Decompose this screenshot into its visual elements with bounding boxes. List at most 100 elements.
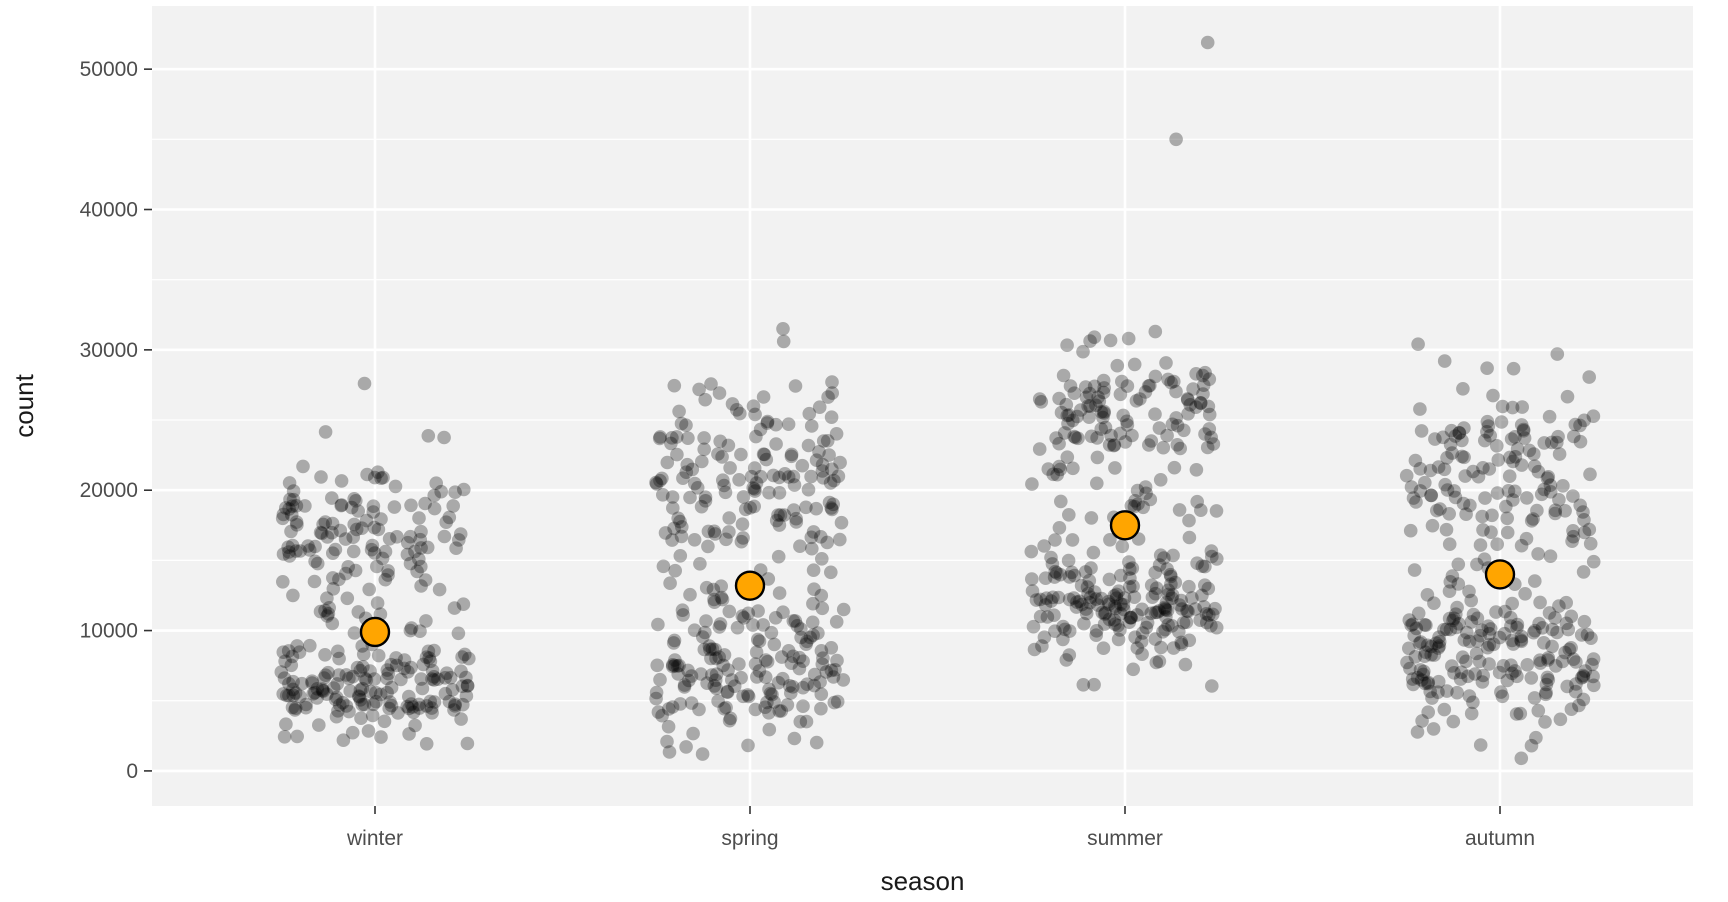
data-point [713,434,727,449]
data-point [1200,35,1215,50]
data-point [1134,634,1149,649]
data-point [1189,463,1204,477]
data-point [456,697,470,712]
data-point [1452,617,1466,631]
data-point [1528,574,1542,588]
data-point [1074,578,1089,593]
data-point [1432,639,1447,653]
data-point [1091,390,1105,405]
y-tick-label: 20000 [80,479,138,502]
data-point [1537,636,1551,650]
data-point [1566,524,1580,538]
data-point [1430,503,1444,518]
data-point [1122,615,1137,629]
data-point [403,623,418,638]
data-point [1159,595,1174,610]
data-point [1177,423,1191,438]
data-point [681,663,695,678]
data-point [452,533,466,547]
data-point [404,498,418,513]
data-point [1443,575,1458,589]
data-point [1484,525,1498,539]
data-point [1452,426,1467,440]
data-point [384,657,399,672]
data-point [653,473,667,488]
data-point [389,658,404,673]
data-point [1033,592,1047,607]
data-point [1107,613,1121,627]
data-point [447,703,461,717]
data-point [421,429,436,443]
data-point [723,711,738,726]
data-point [357,376,372,391]
data-point [1193,613,1207,627]
data-point [756,390,771,404]
data-point [744,469,759,484]
data-point [711,694,725,708]
data-point [1165,588,1180,602]
data-point [1161,618,1175,632]
data-point [366,499,381,513]
data-point [815,464,830,478]
data-point [771,508,785,522]
data-point [1169,384,1183,399]
data-point [310,556,325,571]
data-point [1462,584,1476,599]
data-point [332,698,347,712]
data-point [1116,598,1131,612]
data-point [1054,494,1068,509]
mean-point-spring [734,570,766,601]
data-point [460,678,475,693]
data-point [707,592,721,607]
data-point [1527,691,1542,705]
data-point [1114,597,1128,611]
data-point [1076,344,1090,359]
data-point [807,678,821,693]
data-point [1083,399,1097,413]
data-point [1091,598,1105,612]
data-point [1558,645,1572,660]
data-point [829,427,844,441]
data-point [1482,626,1497,641]
data-point [365,708,380,723]
data-point [814,530,828,544]
data-point [820,434,835,448]
data-point [1419,618,1433,632]
data-point [1514,458,1529,472]
grid-lines [152,6,1693,806]
data-point [339,699,354,713]
data-point [1506,493,1520,507]
data-point [1111,618,1125,633]
data-point [1415,714,1429,728]
data-point [1510,442,1525,456]
data-point [326,546,340,560]
data-point [805,541,819,556]
data-point [1201,581,1216,596]
data-point [1552,447,1567,461]
data-point [1113,426,1128,441]
data-point [1125,561,1140,575]
data-point [1069,600,1084,614]
data-point [1102,572,1117,587]
data-point [1170,418,1185,433]
data-point [1468,667,1482,681]
data-point [326,681,341,695]
data-point [1568,684,1583,699]
data-point [1066,413,1080,428]
data-point [730,620,745,635]
data-point [671,511,685,526]
data-point [1209,504,1224,518]
data-point [1470,634,1485,648]
data-point [356,647,371,662]
data-point [1587,678,1601,693]
data-point [310,682,325,696]
data-point [709,681,723,696]
data-point [1152,558,1167,572]
data-point [1458,469,1472,483]
data-point [1483,622,1498,636]
data-point [279,688,294,703]
data-point [318,603,332,618]
data-point [1451,557,1466,572]
data-point [1087,677,1101,692]
data-point [1476,461,1490,475]
